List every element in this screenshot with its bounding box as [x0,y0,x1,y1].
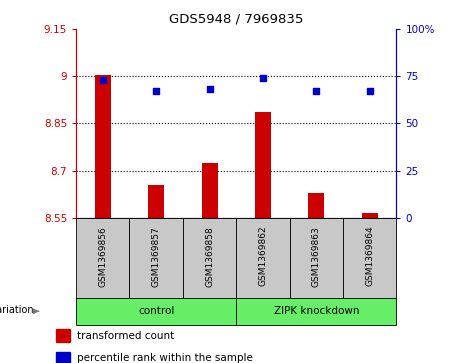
Text: percentile rank within the sample: percentile rank within the sample [77,353,253,363]
Text: GSM1369863: GSM1369863 [312,226,321,286]
FancyBboxPatch shape [183,218,236,298]
Bar [308,193,325,218]
FancyBboxPatch shape [76,298,236,325]
Bar [56,329,70,342]
Bar [95,75,111,218]
FancyBboxPatch shape [290,218,343,298]
FancyBboxPatch shape [130,218,183,298]
Point [153,89,160,94]
Text: ZIPK knockdown: ZIPK knockdown [274,306,359,316]
Text: GSM1369862: GSM1369862 [259,226,267,286]
Text: genotype/variation: genotype/variation [0,305,34,315]
Bar [201,163,218,218]
Point [206,86,213,92]
Bar [362,213,378,218]
FancyBboxPatch shape [236,218,290,298]
FancyBboxPatch shape [236,298,396,325]
Bar [56,352,70,363]
Text: GSM1369858: GSM1369858 [205,226,214,286]
Text: transformed count: transformed count [77,331,174,340]
Text: control: control [138,306,174,316]
Point [99,77,106,83]
Text: GSM1369857: GSM1369857 [152,226,161,286]
Point [366,89,373,94]
FancyBboxPatch shape [76,218,130,298]
Text: GSM1369856: GSM1369856 [98,226,107,286]
Point [313,89,320,94]
Text: GSM1369864: GSM1369864 [365,226,374,286]
Point [259,75,266,81]
FancyBboxPatch shape [343,218,396,298]
Bar [148,185,164,218]
Title: GDS5948 / 7969835: GDS5948 / 7969835 [169,12,303,25]
Bar [255,113,271,218]
